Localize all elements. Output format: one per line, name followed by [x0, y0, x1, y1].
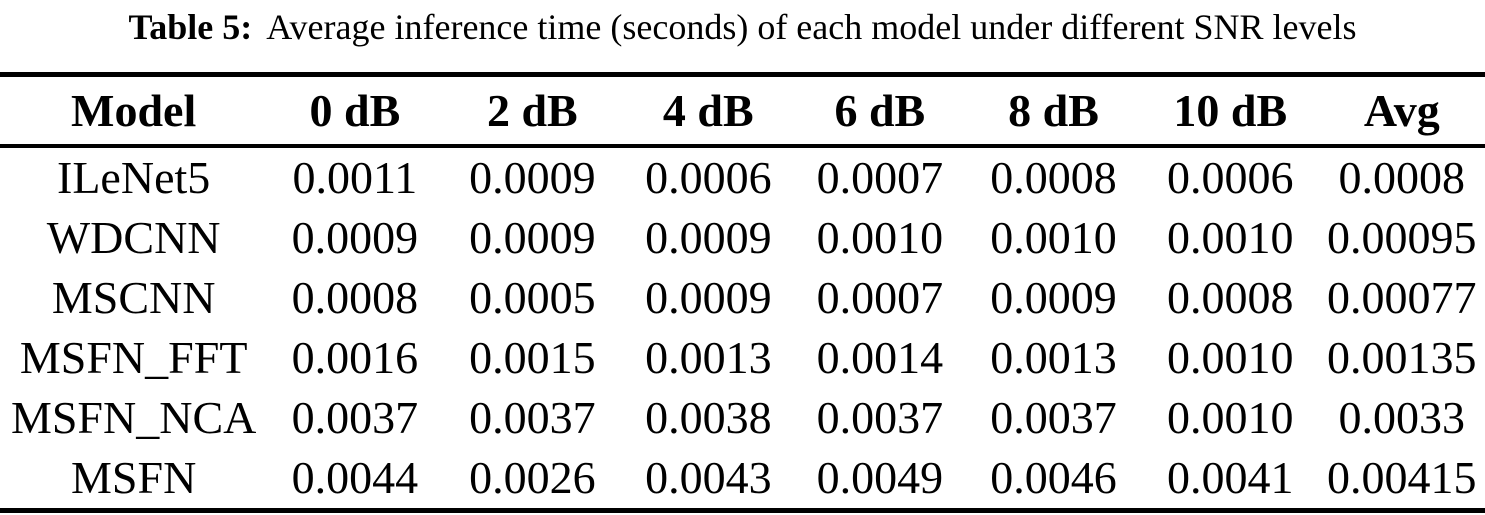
- value-cell: 0.0009: [291, 212, 419, 263]
- column-header-0db: 0 dB: [309, 85, 401, 136]
- value-cell: 0.0010: [1167, 212, 1294, 263]
- inference-time-table: Model 0 dB 2 dB 4 dB 6 dB 8 dB 10 dB Avg…: [0, 72, 1485, 513]
- column-header-10db: 10 dB: [1173, 85, 1288, 136]
- column-header-6db: 6 dB: [834, 85, 926, 136]
- value-cell: 0.0037: [469, 392, 596, 443]
- value-cell: 0.0037: [291, 392, 419, 443]
- table-row-msfn: MSFN 0.0044 0.0026 0.0043 0.0049 0.0046 …: [0, 448, 1485, 511]
- value-cell: 0.0009: [990, 272, 1117, 323]
- value-cell: 0.0046: [990, 452, 1117, 503]
- value-cell: 0.00415: [1327, 452, 1477, 503]
- value-cell: 0.0005: [469, 272, 596, 323]
- table-caption-text: Average inference time (seconds) of each…: [266, 7, 1357, 47]
- value-cell: 0.0013: [645, 332, 772, 383]
- model-name-cell: MSFN: [71, 452, 197, 503]
- value-cell: 0.0037: [816, 392, 944, 443]
- value-cell: 0.0010: [816, 212, 944, 263]
- table-caption-label: Table 5:: [128, 7, 253, 47]
- value-cell: 0.0009: [645, 212, 772, 263]
- value-cell: 0.0013: [990, 332, 1117, 383]
- model-name-cell: MSCNN: [51, 272, 216, 323]
- table-row-msfn-nca: MSFN_NCA 0.0037 0.0037 0.0038 0.0037 0.0…: [0, 388, 1485, 448]
- table-header: Model 0 dB 2 dB 4 dB 6 dB 8 dB 10 dB Avg: [0, 74, 1485, 147]
- value-cell: 0.0038: [645, 392, 772, 443]
- value-cell: 0.0007: [816, 272, 944, 323]
- value-cell: 0.0015: [469, 332, 596, 383]
- table-row-mscnn: MSCNN 0.0008 0.0005 0.0009 0.0007 0.0009…: [0, 268, 1485, 328]
- value-cell: 0.0006: [1167, 152, 1294, 203]
- value-cell: 0.0010: [1167, 332, 1294, 383]
- value-cell: 0.0010: [1167, 392, 1294, 443]
- model-name-cell: MSFN_NCA: [10, 392, 257, 443]
- value-cell: 0.0008: [291, 272, 419, 323]
- column-header-avg: Avg: [1363, 85, 1440, 136]
- value-cell: 0.0008: [990, 152, 1117, 203]
- value-cell: 0.0009: [645, 272, 772, 323]
- model-name-cell: ILeNet5: [57, 152, 211, 203]
- value-cell: 0.0049: [816, 452, 944, 503]
- value-cell: 0.0026: [469, 452, 596, 503]
- column-header-2db: 2 dB: [486, 85, 578, 136]
- value-cell: 0.0014: [816, 332, 944, 383]
- column-header-8db: 8 dB: [1008, 85, 1099, 136]
- value-cell: 0.0037: [990, 392, 1117, 443]
- table-row-msfn-fft: MSFN_FFT 0.0016 0.0015 0.0013 0.0014 0.0…: [0, 328, 1485, 388]
- table-row-ilenet5: ILeNet5 0.0011 0.0009 0.0006 0.0007 0.00…: [0, 146, 1485, 208]
- column-header-model: Model: [71, 85, 197, 136]
- value-cell: 0.0009: [469, 152, 596, 203]
- value-cell: 0.0033: [1338, 392, 1466, 443]
- value-cell: 0.0010: [990, 212, 1117, 263]
- value-cell: 0.0011: [292, 152, 418, 203]
- value-cell: 0.0009: [469, 212, 596, 263]
- table-row-wdcnn: WDCNN 0.0009 0.0009 0.0009 0.0010 0.0010…: [0, 208, 1485, 268]
- value-cell: 0.00077: [1327, 272, 1477, 323]
- model-name-cell: WDCNN: [46, 212, 221, 263]
- value-cell: 0.0006: [645, 152, 772, 203]
- value-cell: 0.0043: [645, 452, 772, 503]
- table-caption: Table 5: Average inference time (seconds)…: [0, 0, 1485, 50]
- column-header-4db: 4 dB: [662, 85, 754, 136]
- value-cell: 0.0007: [816, 152, 944, 203]
- header-row: Model 0 dB 2 dB 4 dB 6 dB 8 dB 10 dB Avg: [0, 75, 1485, 147]
- value-cell: 0.0008: [1338, 152, 1466, 203]
- model-name-cell: MSFN_FFT: [19, 332, 248, 383]
- value-cell: 0.0041: [1167, 452, 1294, 503]
- value-cell: 0.0008: [1167, 272, 1294, 323]
- table-body: ILeNet5 0.0011 0.0009 0.0006 0.0007 0.00…: [0, 146, 1485, 511]
- value-cell: 0.00095: [1327, 212, 1477, 263]
- value-cell: 0.00135: [1327, 332, 1477, 383]
- value-cell: 0.0016: [291, 332, 419, 383]
- value-cell: 0.0044: [291, 452, 419, 503]
